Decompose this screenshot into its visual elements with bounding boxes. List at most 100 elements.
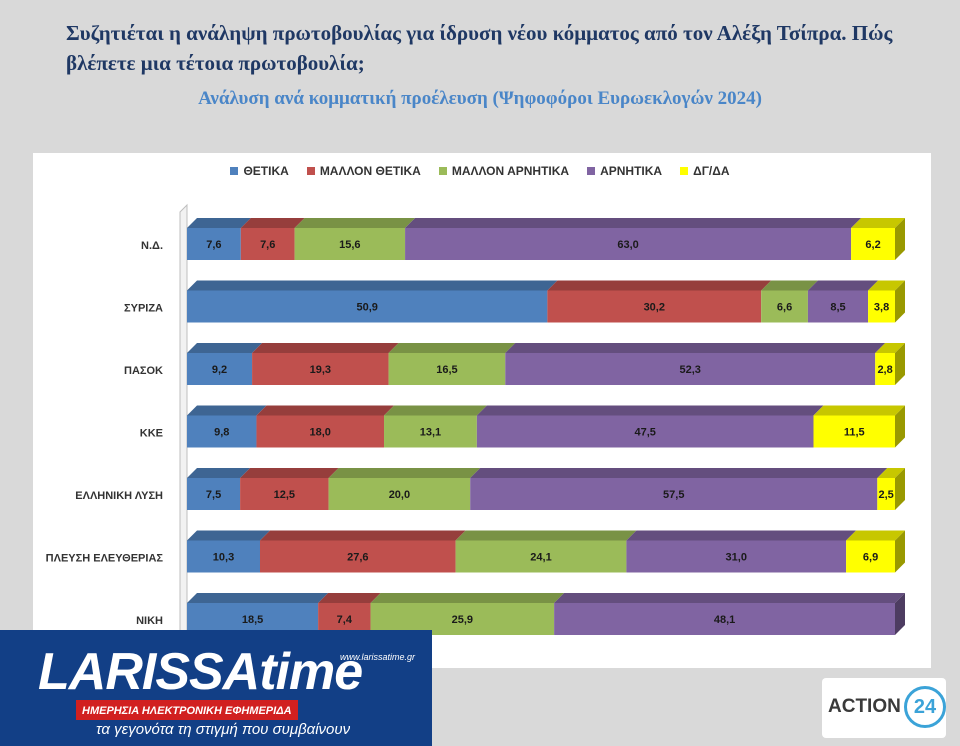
bar-segment bbox=[252, 353, 389, 385]
bar-top-face bbox=[626, 530, 857, 541]
bar-top-face bbox=[370, 593, 565, 603]
bar-top-face bbox=[405, 218, 862, 228]
bar-segment bbox=[240, 478, 329, 510]
legend-swatch bbox=[230, 167, 239, 175]
bar-top-face bbox=[455, 530, 637, 541]
bar-side-face bbox=[895, 405, 905, 448]
category-label: ΣΥΡΙΖΑ bbox=[124, 303, 163, 315]
category-label: ΝΙΚΗ bbox=[136, 615, 163, 627]
bar-top-face bbox=[240, 218, 305, 228]
bar-segment bbox=[877, 478, 895, 510]
bar-segment bbox=[846, 540, 895, 573]
bar-segment bbox=[384, 415, 477, 448]
bar-segment bbox=[370, 603, 555, 635]
data-label: 9,2 bbox=[212, 364, 227, 376]
bar-segment bbox=[405, 228, 852, 260]
bar-segment bbox=[476, 415, 814, 448]
bar-top-face bbox=[240, 468, 339, 478]
data-label: 24,1 bbox=[530, 552, 551, 564]
bar-segment bbox=[470, 478, 878, 510]
data-label: 13,1 bbox=[420, 427, 441, 439]
bar-segment bbox=[807, 290, 869, 323]
bar-segment bbox=[851, 228, 895, 260]
data-label: 15,6 bbox=[339, 239, 360, 251]
bar-side-face bbox=[895, 468, 905, 510]
bar-top-face bbox=[388, 343, 516, 353]
data-label: 63,0 bbox=[617, 239, 638, 251]
bar-top-face bbox=[851, 218, 905, 228]
data-label: 48,1 bbox=[714, 614, 735, 626]
legend-item: ΑΡΝΗΤΙΚΑ bbox=[587, 164, 662, 178]
bar-top-face bbox=[807, 280, 879, 291]
bar-top-face bbox=[877, 468, 905, 478]
bar-top-face bbox=[547, 280, 772, 291]
bar-top-face bbox=[294, 218, 416, 228]
bar-side-face bbox=[895, 593, 905, 635]
category-label: Ν.Δ. bbox=[141, 240, 163, 252]
axis-wall bbox=[179, 203, 188, 642]
legend-swatch bbox=[680, 167, 689, 175]
bar-segment bbox=[256, 415, 385, 448]
action24-logo: ACTION 24 bbox=[822, 678, 946, 738]
bar-top-face bbox=[868, 280, 905, 291]
action24-logo-number: 24 bbox=[904, 686, 946, 728]
category-label: ΠΛΕΥΣΗ ΕΛΕΥΘΕΡΙΑΣ bbox=[46, 553, 164, 565]
chart-subtitle: Ανάλυση ανά κομματική προέλευση (Ψηφοφόρ… bbox=[198, 88, 762, 109]
bar-top-face bbox=[187, 218, 251, 228]
bar-segment bbox=[187, 540, 260, 573]
bar-segment bbox=[318, 603, 371, 635]
larissatime-url: www.larissatime.gr bbox=[340, 652, 416, 662]
bar-top-face bbox=[875, 343, 905, 353]
legend-swatch bbox=[306, 167, 315, 175]
larissatime-logo: LARISSAtime www.larissatime.gr ΗΜΕΡΗΣΙΑ … bbox=[0, 630, 432, 746]
data-label: 7,4 bbox=[337, 614, 353, 626]
data-label: 30,2 bbox=[644, 302, 665, 314]
bar-segment bbox=[240, 228, 295, 260]
bar-top-face bbox=[476, 405, 824, 416]
category-label: ΚΚΕ bbox=[140, 428, 163, 440]
data-label: 57,5 bbox=[663, 489, 684, 501]
bar-top-face bbox=[187, 468, 251, 478]
bar-top-face bbox=[554, 593, 905, 603]
legend-label: ΜΑΛΛΟΝ ΑΡΝΗΤΙΚΑ bbox=[451, 164, 570, 178]
legend-item: ΜΑΛΛΟΝ ΑΡΝΗΤΙΚΑ bbox=[438, 164, 570, 178]
legend-label: ΜΑΛΛΟΝ ΘΕΤΙΚΑ bbox=[319, 164, 421, 178]
data-label: 31,0 bbox=[726, 552, 747, 564]
larissatime-subtitle: ΗΜΕΡΗΣΙΑ ΗΛΕΚΤΡΟΝΙΚΗ ΕΦΗΜΕΡΙΔΑ bbox=[82, 705, 292, 717]
larissatime-subtitle-box: ΗΜΕΡΗΣΙΑ ΗΛΕΚΤΡΟΝΙΚΗ ΕΦΗΜΕΡΙΔΑ bbox=[76, 700, 298, 720]
bar-top-face bbox=[256, 405, 395, 416]
data-label: 19,3 bbox=[310, 364, 331, 376]
legend-label: ΘΕΤΙΚΑ bbox=[243, 164, 289, 178]
bar-top-face bbox=[187, 343, 263, 353]
larissatime-logo-wordmark: LARISSAtime bbox=[38, 643, 363, 701]
bar-side-face bbox=[895, 530, 905, 573]
bar-segment bbox=[259, 540, 456, 573]
bar-top-face bbox=[187, 280, 558, 291]
data-label: 7,5 bbox=[206, 489, 221, 501]
data-label: 6,9 bbox=[863, 552, 878, 564]
data-label: 18,5 bbox=[242, 614, 263, 626]
bar-segment bbox=[187, 415, 257, 448]
chart-title: Συζητιέται η ανάληψη πρωτοβουλίας για ίδ… bbox=[66, 21, 893, 75]
bar-side-face bbox=[895, 343, 905, 385]
bar-segment bbox=[554, 603, 895, 635]
data-label: 27,6 bbox=[347, 552, 368, 564]
data-label: 12,5 bbox=[274, 489, 295, 501]
legend-item: ΘΕΤΙΚΑ bbox=[230, 164, 289, 178]
bar-top-face bbox=[318, 593, 381, 603]
data-label: 2,5 bbox=[879, 489, 894, 501]
bar-top-face bbox=[384, 405, 487, 416]
data-label: 2,8 bbox=[877, 364, 892, 376]
legend-swatch bbox=[438, 167, 447, 175]
bar-top-face bbox=[761, 280, 818, 291]
data-label: 11,5 bbox=[844, 427, 865, 439]
bar-top-face bbox=[505, 343, 886, 353]
bar-top-face bbox=[328, 468, 481, 478]
chart-legend: ΘΕΤΙΚΑ ΜΑΛΛΟΝ ΘΕΤΙΚΑ ΜΑΛΛΟΝ ΑΡΝΗΤΙΚΑ ΑΡΝΗΤΙ… bbox=[0, 164, 960, 178]
bar-top-face bbox=[187, 593, 329, 603]
bar-segment bbox=[875, 353, 895, 385]
bar-side-face bbox=[895, 280, 905, 323]
data-label: 16,5 bbox=[436, 364, 457, 376]
bar-segment bbox=[547, 290, 762, 323]
data-label: 8,5 bbox=[830, 302, 845, 314]
